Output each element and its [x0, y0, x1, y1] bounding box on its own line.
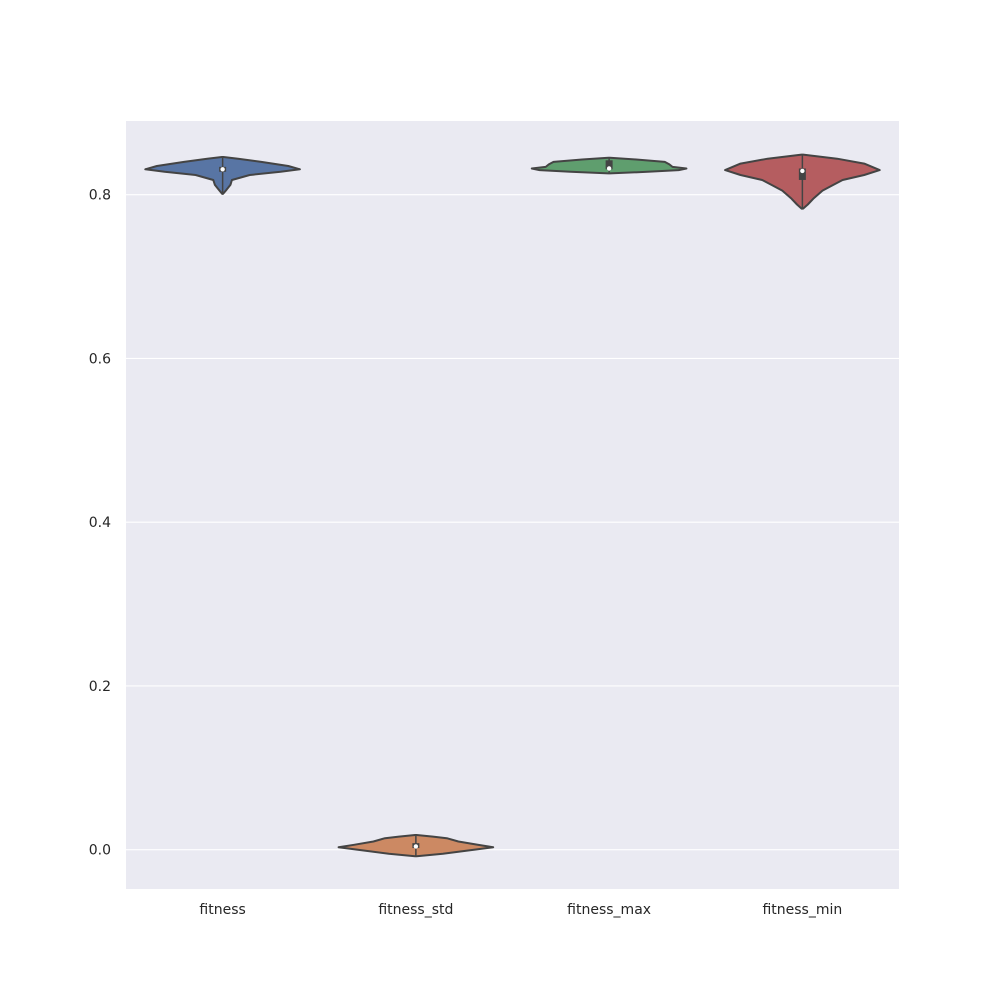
plot-area: [126, 121, 899, 889]
violin-median-dot: [800, 168, 805, 174]
y-tick-label: 0.8: [89, 188, 111, 204]
x-tick-label: fitness_std: [378, 902, 453, 918]
x-tick-label: fitness_min: [762, 902, 842, 918]
y-tick-label: 0.2: [89, 679, 111, 695]
violins: [144, 153, 881, 858]
violin-iqr-box: [605, 160, 613, 170]
y-axis-tick-labels: 0.0 0.2 0.4 0.6 0.8: [89, 188, 111, 859]
y-tick-label: 0.0: [89, 843, 111, 859]
y-tick-label: 0.4: [89, 515, 111, 531]
y-tick-label: 0.6: [89, 351, 111, 367]
violin-median-dot: [606, 166, 612, 171]
x-axis-tick-labels: fitness fitness_std fitness_max fitness_min: [199, 902, 842, 918]
violin-iqr-box: [798, 168, 806, 180]
grid-lines: [126, 194, 899, 851]
violin-median-dot: [220, 167, 225, 172]
x-tick-label: fitness: [199, 902, 245, 918]
violin-median-dot: [413, 844, 419, 849]
x-tick-label: fitness_max: [567, 902, 651, 918]
